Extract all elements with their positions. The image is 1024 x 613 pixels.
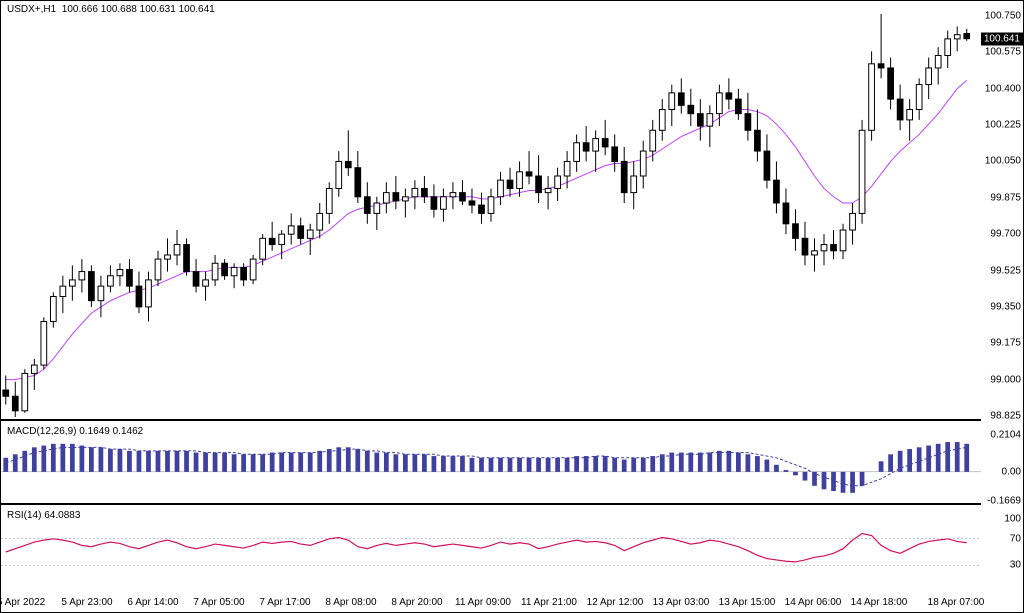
x-tick: 8 Apr 08:00 <box>325 597 376 608</box>
x-tick: 13 Apr 15:00 <box>719 597 776 608</box>
y-tick: 99.525 <box>990 265 1021 276</box>
instrument-label: USDX+,H1 100.666 100.688 100.631 100.641 <box>7 4 215 15</box>
y-axis-main: 98.825 99.000 99.175 99.350 99.525 99.700 99.8… <box>979 1 1023 421</box>
macd-chart[interactable] <box>1 423 981 505</box>
x-tick: 14 Apr 18:00 <box>851 597 908 608</box>
y-tick: 99.875 <box>990 192 1021 203</box>
x-tick: 7 Apr 05:00 <box>193 597 244 608</box>
y-tick: 100.400 <box>985 83 1021 94</box>
x-tick: 6 Apr 14:00 <box>127 597 178 608</box>
rsi-chart[interactable] <box>1 507 981 589</box>
y-tick: 0.2104 <box>990 430 1021 441</box>
x-tick: 7 Apr 17:00 <box>259 597 310 608</box>
y-tick: 100 <box>1004 514 1021 525</box>
macd-label: MACD(12,26,9) 0.1649 0.1462 <box>7 426 143 437</box>
y-tick: 100.575 <box>985 47 1021 58</box>
chart-container: USDX+,H1 100.666 100.688 100.631 100.641… <box>0 0 1024 613</box>
current-price-label: 100.641 <box>981 32 1023 45</box>
x-tick: 12 Apr 12:00 <box>587 597 644 608</box>
y-tick: 30 <box>1010 560 1021 571</box>
y-tick: 100.050 <box>985 156 1021 167</box>
y-tick: 98.825 <box>990 411 1021 422</box>
y-axis-rsi: 30 70 100 <box>979 507 1023 589</box>
x-tick: 8 Apr 20:00 <box>391 597 442 608</box>
y-axis-macd: -0.1669 0.00 0.2104 <box>979 423 1023 505</box>
x-tick: 5 Apr 23:00 <box>61 597 112 608</box>
x-tick: 18 Apr 07:00 <box>928 597 985 608</box>
macd-panel[interactable]: MACD(12,26,9) 0.1649 0.1462 <box>1 423 981 505</box>
rsi-label: RSI(14) 64.0883 <box>7 510 80 521</box>
x-tick: 5 Apr 2022 <box>0 597 45 608</box>
y-tick: 99.000 <box>990 374 1021 385</box>
y-tick: 0.00 <box>1002 466 1021 477</box>
x-axis: 5 Apr 2022 5 Apr 23:00 6 Apr 14:00 7 Apr 05… <box>1 588 981 612</box>
x-tick: 11 Apr 21:00 <box>521 597 577 608</box>
y-tick: -0.1669 <box>987 496 1021 507</box>
rsi-panel[interactable]: RSI(14) 64.0883 <box>1 507 981 589</box>
y-tick: 70 <box>1010 533 1021 544</box>
x-tick: 13 Apr 03:00 <box>653 597 710 608</box>
candlestick-chart[interactable] <box>1 1 981 421</box>
x-tick: 11 Apr 09:00 <box>455 597 511 608</box>
x-tick: 14 Apr 06:00 <box>785 597 842 608</box>
y-tick: 99.700 <box>990 229 1021 240</box>
y-tick: 99.175 <box>990 338 1021 349</box>
main-price-panel[interactable]: USDX+,H1 100.666 100.688 100.631 100.641 <box>1 1 981 421</box>
y-tick: 99.350 <box>990 301 1021 312</box>
y-tick: 100.225 <box>985 120 1021 131</box>
y-tick: 100.750 <box>985 11 1021 22</box>
